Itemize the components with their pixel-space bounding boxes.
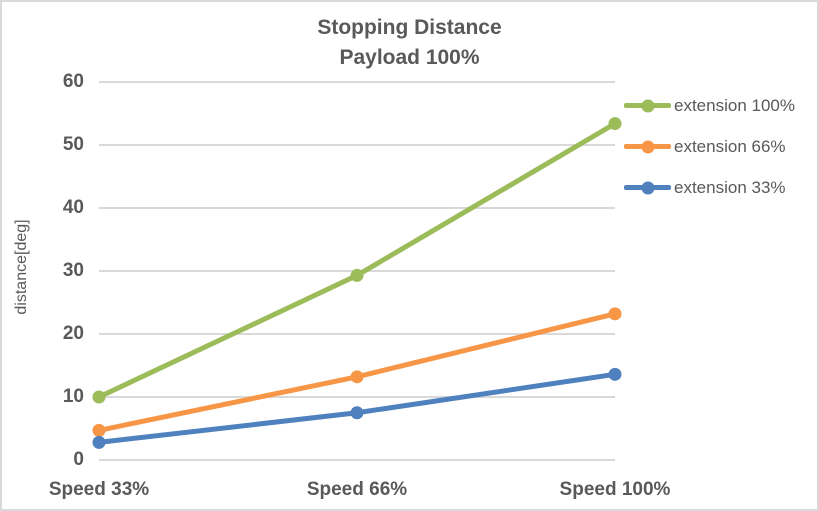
- legend-dot-icon: [641, 181, 654, 194]
- y-tick-label: 50: [62, 134, 84, 155]
- y-tick-label: 0: [73, 449, 84, 470]
- legend: extension 100% extension 66% extension 33%: [624, 85, 795, 208]
- legend-label: extension 33%: [674, 177, 786, 197]
- data-point-extension-33-speed-100: [608, 367, 622, 381]
- legend-dot-icon: [641, 140, 654, 153]
- legend-item-extension-66: extension 66%: [624, 126, 795, 167]
- y-tick-label: 30: [62, 260, 84, 281]
- legend-marker-icon: [624, 99, 671, 112]
- y-tick-label: 20: [62, 323, 84, 344]
- legend-item-extension-100: extension 100%: [624, 85, 795, 126]
- legend-marker-icon: [624, 181, 671, 194]
- chart-title: Stopping Distance: [317, 16, 502, 39]
- chart-subtitle: Payload 100%: [339, 46, 480, 69]
- x-tick-label: Speed 100%: [559, 479, 671, 500]
- y-tick-label: 40: [62, 197, 84, 218]
- legend-label: extension 66%: [674, 136, 786, 156]
- legend-item-extension-33: extension 33%: [624, 167, 795, 208]
- plot-area: [92, 81, 622, 461]
- legend-marker-icon: [624, 140, 671, 153]
- data-point-extension-66-speed-66: [350, 370, 364, 384]
- y-tick-label: 60: [62, 71, 84, 92]
- chart-title-block: Stopping Distance Payload 100%: [2, 13, 817, 73]
- data-point-extension-33-speed-66: [350, 406, 364, 420]
- data-point-extension-66-speed-33: [92, 423, 106, 437]
- plot-canvas: [92, 81, 622, 461]
- legend-dot-icon: [641, 99, 654, 112]
- x-tick-label: Speed 66%: [306, 479, 408, 500]
- data-point-extension-100-speed-66: [350, 268, 364, 282]
- x-tick-label: Speed 33%: [48, 479, 150, 500]
- series-line-extension-100: [96, 121, 618, 400]
- y-tick-label: 10: [62, 386, 84, 407]
- legend-label: extension 100%: [674, 95, 795, 115]
- data-point-extension-33-speed-33: [92, 435, 106, 449]
- data-point-extension-100-speed-100: [608, 117, 622, 131]
- data-point-extension-66-speed-100: [608, 307, 622, 321]
- data-point-extension-100-speed-33: [92, 390, 106, 404]
